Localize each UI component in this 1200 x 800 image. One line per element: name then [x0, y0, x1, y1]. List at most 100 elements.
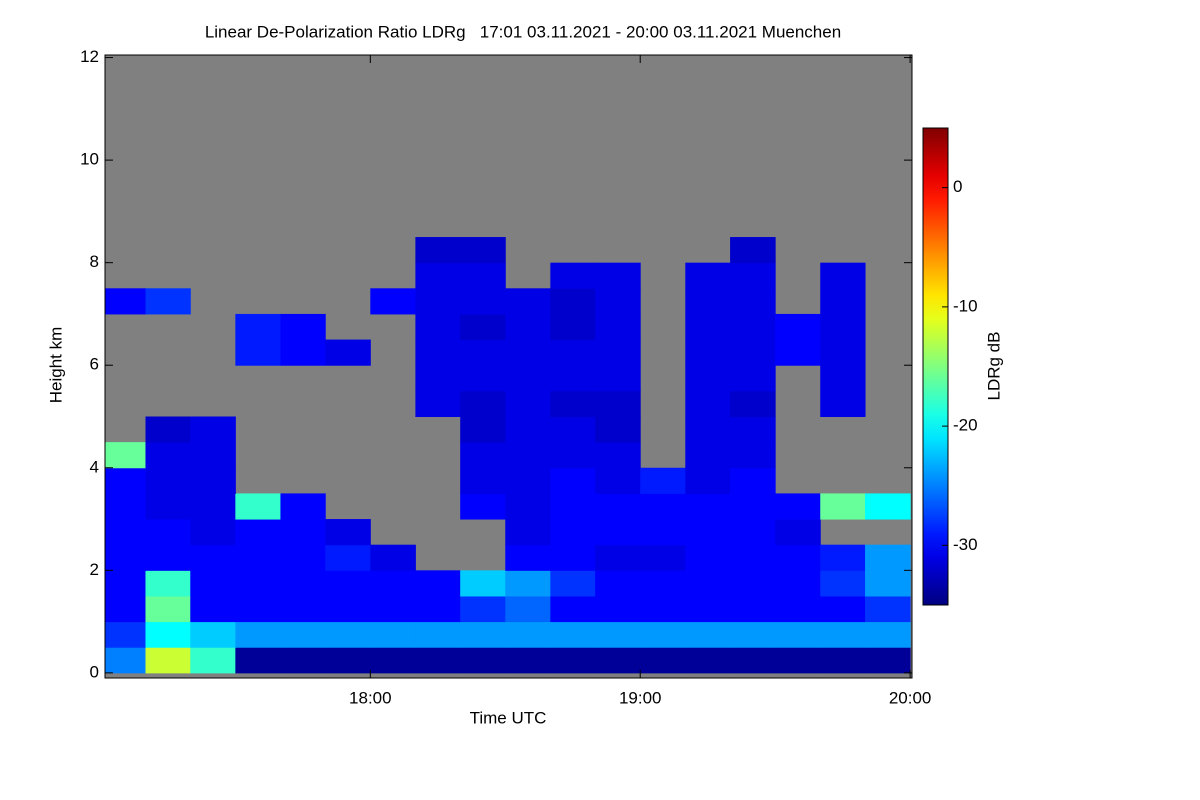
heatmap-cell [730, 313, 776, 341]
heatmap-cell [505, 544, 551, 571]
heatmap-cell [145, 621, 191, 648]
heatmap-cell [820, 339, 866, 366]
y-tick-label: 12 [80, 47, 99, 66]
heatmap-cell [550, 493, 596, 520]
heatmap-cell [145, 519, 191, 546]
heatmap-cell [145, 544, 191, 571]
heatmap-cell [505, 493, 551, 520]
heatmap-cell [685, 313, 731, 341]
y-tick-label: 4 [90, 457, 99, 476]
heatmap-cell [105, 493, 146, 520]
heatmap-cell [190, 519, 236, 546]
heatmap-cell [235, 339, 281, 366]
heatmap-cell [730, 493, 776, 520]
heatmap-cell [370, 544, 416, 571]
heatmap-cell [190, 442, 236, 469]
heatmap-cell [595, 313, 641, 341]
heatmap-cell [550, 595, 596, 623]
x-tick-label: 20:00 [889, 688, 932, 707]
heatmap-cell [640, 570, 686, 597]
heatmap-cell [505, 313, 551, 341]
heatmap-cell [505, 621, 551, 648]
heatmap-cell [105, 519, 146, 546]
heatmap-cell [105, 570, 146, 597]
heatmap-cell [505, 390, 551, 417]
heatmap-cell [105, 647, 146, 674]
heatmap-cell [190, 621, 236, 648]
heatmap-cell [415, 570, 461, 597]
heatmap-cell [640, 544, 686, 571]
heatmap-cell [325, 544, 371, 571]
heatmap-cell [325, 519, 371, 546]
heatmap-cell [505, 467, 551, 494]
heatmap-cell [190, 416, 236, 443]
heatmap-cell [595, 621, 641, 648]
heatmap-cell [775, 621, 821, 648]
heatmap-cell [145, 442, 191, 469]
heatmap-cell [595, 365, 641, 392]
heatmap-cell [730, 442, 776, 469]
heatmap-cell [505, 442, 551, 469]
y-tick-label: 6 [90, 355, 99, 374]
heatmap-cell [235, 570, 281, 597]
heatmap-cell [280, 647, 326, 674]
heatmap-cell [105, 467, 146, 494]
heatmap-cell [685, 544, 731, 571]
heatmap-cell [595, 544, 641, 571]
y-tick-label: 10 [80, 150, 99, 169]
heatmap-cell [730, 647, 776, 674]
heatmap-cell [415, 262, 461, 289]
heatmap-cell [685, 595, 731, 623]
heatmap-cell [235, 621, 281, 648]
heatmap-cell [145, 595, 191, 623]
colorbar-tick-label: -30 [953, 535, 978, 554]
heatmap-cell [280, 570, 326, 597]
heatmap-cell [190, 544, 236, 571]
heatmap-cell [235, 647, 281, 674]
heatmap-cell [685, 390, 731, 417]
heatmap-cell [280, 493, 326, 520]
heatmap-cell [415, 313, 461, 341]
heatmap-cell [460, 339, 506, 366]
colorbar-tick-label: -10 [953, 296, 978, 315]
heatmap-cell [460, 467, 506, 494]
heatmap-cell [685, 647, 731, 674]
heatmap-cell [595, 442, 641, 469]
heatmap-cell [325, 621, 371, 648]
heatmap-cell [820, 288, 866, 315]
heatmap-cell [775, 544, 821, 571]
heatmap-cell [325, 339, 371, 366]
heatmap-cell [775, 339, 821, 366]
heatmap-cell [640, 595, 686, 623]
heatmap-cell [105, 442, 146, 469]
heatmap-cell [415, 288, 461, 315]
heatmap-cell [640, 467, 686, 494]
heatmap-cell [730, 390, 776, 417]
heatmap-cell [685, 416, 731, 443]
colorbar [922, 127, 949, 606]
heatmap-cell [730, 416, 776, 443]
heatmap-cell [820, 570, 866, 597]
heatmap-cell [460, 442, 506, 469]
heatmap-cell [505, 519, 551, 546]
heatmap-cell [550, 339, 596, 366]
heatmap-cell [415, 339, 461, 366]
heatmap-cell [460, 595, 506, 623]
heatmap-cell [235, 519, 281, 546]
heatmap-cell [460, 493, 506, 520]
colorbar-label: LDRg dB [984, 332, 1003, 401]
heatmap-cell [415, 647, 461, 674]
heatmap-cell [730, 288, 776, 315]
heatmap-cell [235, 493, 281, 520]
heatmap-cell [325, 647, 371, 674]
heatmap-cell [640, 621, 686, 648]
heatmap-cell [640, 493, 686, 520]
heatmap-cell [640, 647, 686, 674]
heatmap-cell [550, 647, 596, 674]
heatmap-cell [550, 365, 596, 392]
heatmap-cell [325, 595, 371, 623]
heatmap-cell [595, 390, 641, 417]
heatmap-cell [730, 519, 776, 546]
heatmap-cell [775, 570, 821, 597]
heatmap-cell [145, 647, 191, 674]
